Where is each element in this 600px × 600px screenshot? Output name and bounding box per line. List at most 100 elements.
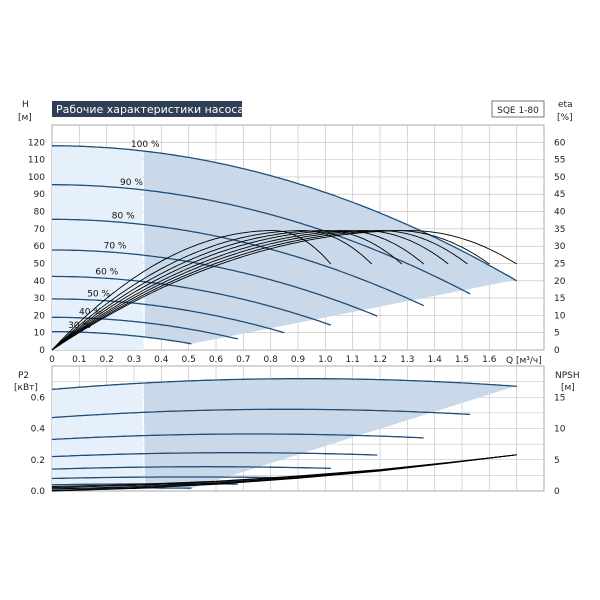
head-curve-label: 50 %	[87, 289, 110, 299]
x-tick-label: 0.5	[182, 355, 196, 365]
power-curve-3	[51, 433, 424, 441]
head-axis-label: H	[22, 100, 29, 110]
x-tick-label: 1.6	[482, 355, 497, 365]
eta-curve-8	[51, 230, 517, 351]
power-tick-label: 0.6	[31, 393, 46, 403]
model-label: SQE 1-80	[497, 106, 539, 116]
x-tick-label: 0.1	[72, 355, 86, 365]
eta-curve-2	[51, 230, 373, 351]
x-tick-label: 0.6	[209, 355, 224, 365]
head-curve-label: 80 %	[112, 212, 135, 222]
head-curve-label: 30 %	[68, 321, 91, 331]
npsh-tick-label: 0	[554, 487, 560, 497]
axis-ticks: 0 0.1 0.2 0.3 0.4 0.5 0.6 0.7 0.8 0.9 1.0 1.1 1.2 1.3…	[28, 138, 566, 497]
power-curves	[51, 378, 517, 489]
power-curve-1	[51, 378, 517, 391]
head-tick-label: 20	[34, 311, 46, 321]
head-curve-3	[52, 218, 424, 307]
head-axis-unit: [м]	[18, 113, 32, 123]
power-tick-label: 0.4	[31, 425, 46, 435]
power-tick-label: 0.2	[31, 456, 45, 466]
head-curve-6	[52, 298, 285, 334]
head-tick-label: 0	[39, 346, 45, 356]
npsh-axis-unit: [м]	[561, 383, 575, 393]
npsh-curve-4	[51, 454, 517, 487]
x-tick-label: 0.8	[264, 355, 279, 365]
npsh-tick-label: 10	[554, 425, 566, 435]
head-tick-label: 90	[34, 190, 46, 200]
head-curve-2	[52, 184, 471, 295]
head-tick-label: 60	[34, 242, 46, 252]
head-curve-label: 60 %	[95, 268, 118, 278]
eta-axis-unit: [%]	[557, 113, 573, 123]
x-tick-label: 0.7	[236, 355, 250, 365]
power-curve-2	[51, 408, 471, 419]
x-tick-label: 1.5	[455, 355, 469, 365]
x-tick-label: 0.9	[291, 355, 306, 365]
head-tick-label: 120	[28, 138, 45, 148]
chart-title: Рабочие характеристики насоса	[56, 103, 244, 116]
eta-tick-label: 40	[554, 208, 566, 218]
eta-curve-5	[51, 230, 449, 351]
head-tick-label: 100	[28, 173, 45, 183]
model-box	[491, 100, 545, 118]
x-tick-label: 1.0	[318, 355, 333, 365]
title-banner	[52, 101, 242, 117]
npsh-axis-label: NPSH	[555, 371, 580, 381]
efficiency-curves	[51, 230, 517, 351]
head-tick-label: 30	[34, 294, 46, 304]
eta-curve-6	[51, 230, 468, 351]
x-tick-label: 1.1	[346, 355, 360, 365]
head-tick-label: 110	[28, 156, 45, 166]
x-tick-label: 0.3	[127, 355, 141, 365]
head-operating-area	[143, 151, 516, 344]
eta-tick-label: 55	[554, 156, 565, 166]
x-tick-label: 1.2	[373, 355, 387, 365]
power-operating-region	[52, 378, 516, 489]
npsh-tick-label: 5	[554, 456, 560, 466]
head-tick-label: 50	[34, 259, 46, 269]
x-tick-label: 0.2	[100, 355, 114, 365]
eta-tick-label: 15	[554, 294, 565, 304]
npsh-curve-5	[51, 454, 517, 492]
x-tick-label: 1.4	[428, 355, 443, 365]
head-curve-label: 90 %	[120, 178, 143, 188]
head-curve-7	[52, 316, 239, 340]
eta-curve-1	[51, 230, 332, 351]
eta-tick-label: 10	[554, 311, 566, 321]
eta-tick-label: 5	[554, 329, 560, 339]
eta-axis-label: eta	[558, 100, 573, 110]
head-curve-label: 70 %	[104, 242, 127, 252]
x-tick-label: 0	[49, 355, 55, 365]
eta-tick-label: 35	[554, 225, 565, 235]
eta-tick-label: 60	[554, 138, 566, 148]
power-tick-label: 0.0	[31, 487, 46, 497]
eta-tick-label: 50	[554, 173, 566, 183]
npsh-curve-group	[51, 454, 517, 492]
eta-tick-label: 20	[554, 277, 566, 287]
head-curve-label: 100 %	[131, 140, 160, 150]
head-curve-1	[52, 145, 518, 282]
head-tick-label: 10	[34, 329, 46, 339]
eta-tick-label: 25	[554, 259, 565, 269]
head-curves: 100 %90 %80 %70 %60 %50 %40 %30 %	[52, 140, 518, 345]
head-curve-5	[52, 275, 332, 326]
eta-tick-label: 30	[554, 242, 566, 252]
head-tick-label: 70	[34, 225, 46, 235]
x-tick-label: 0.4	[154, 355, 169, 365]
head-tick-label: 80	[34, 208, 46, 218]
power-operating-area	[143, 378, 516, 489]
power-curve-6	[51, 476, 285, 480]
head-tick-label: 40	[34, 277, 46, 287]
power-low-flow-region	[52, 383, 144, 489]
power-curve-4	[51, 452, 378, 458]
npsh-tick-label: 15	[554, 393, 565, 403]
x-tick-label: 1.3	[400, 355, 414, 365]
power-curve-5	[51, 466, 331, 470]
power-axis-unit: [кВт]	[14, 383, 38, 393]
eta-tick-label: 45	[554, 190, 565, 200]
flow-axis-label: Q [м³/ч]	[506, 356, 542, 366]
eta-curve-7	[51, 230, 490, 351]
